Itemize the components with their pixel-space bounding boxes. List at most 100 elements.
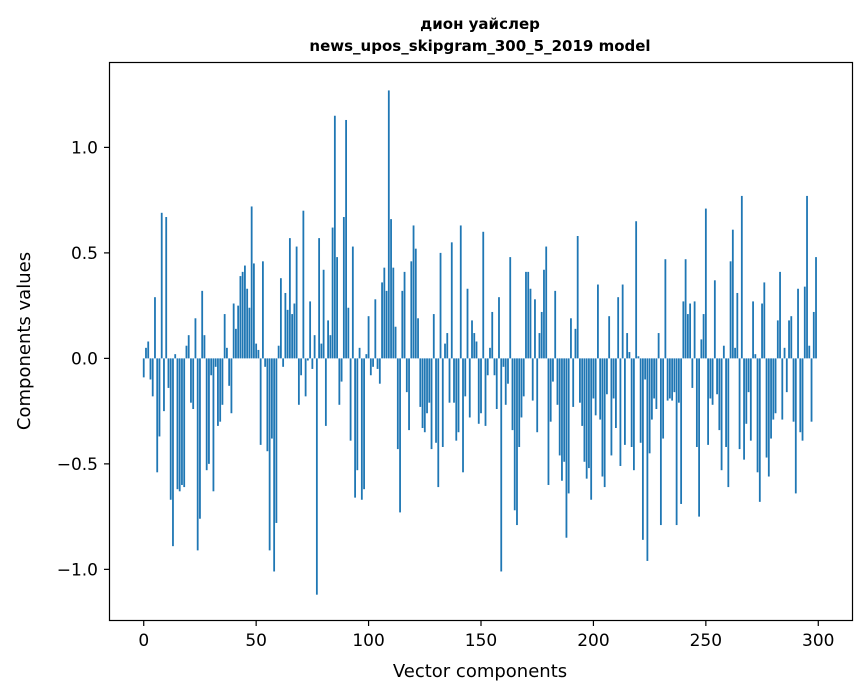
- bar-67: [293, 303, 296, 359]
- bar-125: [423, 358, 426, 433]
- bar-194: [579, 358, 581, 403]
- x-tick-label: 300: [802, 631, 834, 651]
- bar-223: [644, 358, 647, 380]
- bar-142: [462, 358, 464, 473]
- bar-81: [324, 358, 327, 426]
- bar-82: [327, 320, 329, 359]
- bar-227: [653, 358, 656, 399]
- x-axis-ticks: 0 50 100 150 200 250 300: [138, 620, 834, 651]
- bar-196: [583, 358, 586, 462]
- bar-201: [594, 358, 597, 416]
- bar-127: [428, 358, 431, 403]
- bar-68: [295, 246, 298, 359]
- bar-108: [385, 290, 388, 359]
- bar-42: [237, 305, 240, 359]
- bar-10: [165, 217, 168, 359]
- bar-6: [156, 358, 159, 473]
- bar-248: [700, 339, 703, 359]
- bar-157: [495, 358, 498, 410]
- bar-276: [763, 282, 766, 359]
- bar-40: [232, 303, 235, 359]
- bar-120: [412, 225, 415, 359]
- bar-109: [387, 90, 390, 359]
- bar-175: [536, 358, 539, 433]
- y-tick-label: −0.5: [57, 455, 98, 475]
- bar-124: [421, 358, 424, 429]
- bar-266: [740, 195, 743, 359]
- bar-52: [259, 358, 262, 445]
- bar-226: [650, 358, 653, 420]
- bar-63: [284, 292, 287, 359]
- bar-55: [266, 358, 269, 452]
- bar-155: [491, 311, 494, 359]
- bar-185: [558, 358, 561, 456]
- bar-143: [464, 358, 467, 397]
- bar-98: [363, 358, 365, 490]
- bar-93: [351, 246, 354, 359]
- bar-243: [689, 303, 692, 359]
- y-axis-label: Components values: [14, 252, 35, 430]
- bar-297: [810, 358, 813, 422]
- bar-272: [754, 354, 757, 359]
- bar-117: [405, 358, 408, 393]
- bar-27: [203, 335, 206, 359]
- bar-113: [396, 358, 399, 450]
- bar-159: [500, 358, 503, 572]
- bar-282: [776, 320, 779, 359]
- bar-1: [145, 347, 147, 359]
- bar-293: [801, 358, 804, 441]
- x-axis-label: Vector components: [393, 661, 567, 682]
- bar-240: [682, 301, 685, 359]
- bar-236: [673, 358, 676, 393]
- bar-119: [410, 261, 413, 359]
- bar-71: [302, 210, 305, 359]
- bar-224: [646, 358, 649, 561]
- bar-204: [601, 358, 604, 477]
- bar-100: [367, 316, 370, 359]
- bar-90: [345, 119, 347, 359]
- bar-5: [154, 297, 156, 359]
- bar-32: [214, 358, 217, 367]
- bar-177: [540, 311, 543, 359]
- bar-75: [311, 358, 314, 369]
- bar-80: [322, 269, 325, 359]
- bar-140: [457, 358, 460, 433]
- bar-29: [208, 358, 210, 464]
- bar-216: [628, 352, 631, 359]
- bar-54: [264, 358, 267, 367]
- bar-285: [783, 347, 786, 359]
- bar-210: [615, 358, 617, 429]
- bar-48: [250, 206, 253, 359]
- bar-232: [664, 259, 667, 359]
- bar-111: [392, 267, 395, 359]
- bar-135: [446, 333, 449, 359]
- bar-229: [657, 333, 660, 359]
- bar-265: [738, 358, 741, 450]
- bar-15: [176, 358, 179, 490]
- bar-94: [354, 358, 356, 498]
- bar-31: [212, 358, 215, 492]
- bar-199: [590, 358, 593, 500]
- bar-128: [430, 358, 433, 450]
- bar-251: [707, 358, 709, 445]
- bar-138: [453, 358, 455, 403]
- bar-186: [561, 358, 563, 481]
- bar-132: [439, 252, 442, 359]
- bar-139: [455, 358, 458, 441]
- bar-122: [417, 318, 419, 359]
- bar-77: [315, 358, 318, 595]
- bar-182: [552, 358, 554, 382]
- bar-141: [459, 225, 462, 359]
- bar-59: [275, 358, 278, 523]
- bar-260: [727, 358, 730, 488]
- bar-96: [358, 347, 361, 359]
- bar-277: [765, 358, 768, 458]
- bar-37: [226, 347, 228, 359]
- bar-24: [196, 358, 199, 551]
- bar-0: [142, 358, 145, 378]
- bar-28: [205, 358, 208, 471]
- bar-38: [228, 358, 231, 386]
- bar-146: [471, 320, 473, 359]
- bar-103: [374, 299, 377, 359]
- bar-249: [702, 314, 705, 359]
